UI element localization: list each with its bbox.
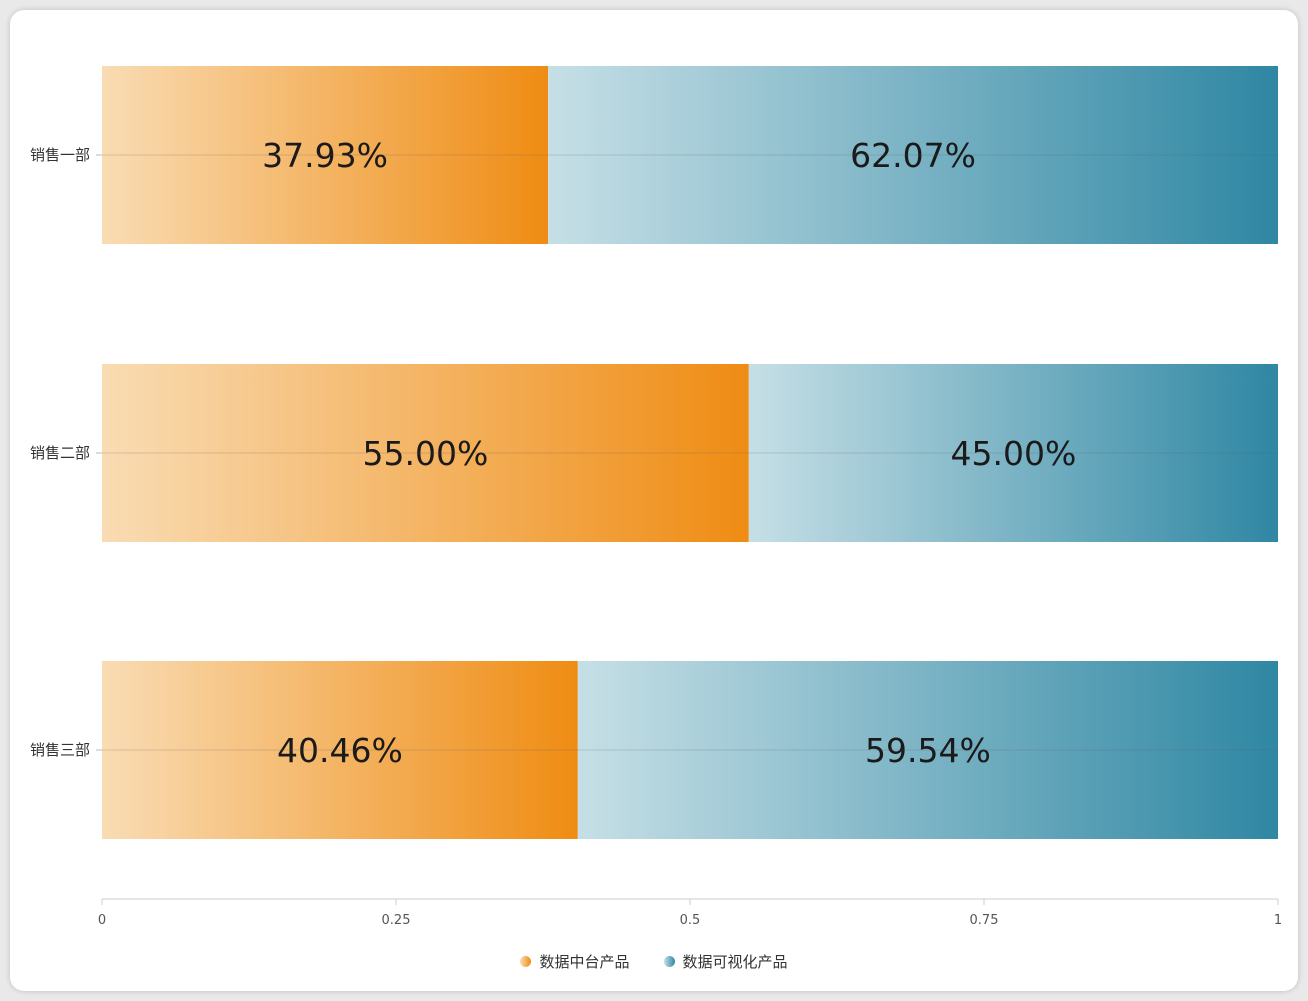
bar-1-2[interactable] <box>102 364 749 542</box>
data-label: 59.54% <box>865 731 991 770</box>
bar-2-2[interactable] <box>748 364 1278 542</box>
legend-item-series-1[interactable]: 数据中台产品 <box>520 951 630 972</box>
bar-1-3[interactable] <box>102 661 578 839</box>
chart-card: 37.93% 62.07% 55.00% 45.00% 40.46% 59.54% 0 0.… <box>10 10 1298 991</box>
category-label: 销售三部 <box>30 741 90 759</box>
legend-label: 数据可视化产品 <box>682 953 788 971</box>
legend-label: 数据中台产品 <box>539 953 630 971</box>
x-tick-label: 0.5 <box>680 913 701 928</box>
data-label: 55.00% <box>362 434 488 473</box>
category-label: 销售二部 <box>30 444 90 462</box>
bar-2-1[interactable] <box>548 66 1278 244</box>
x-tick-label: 1 <box>1274 913 1282 928</box>
stacked-bar-chart: 37.93% 62.07% 55.00% 45.00% 40.46% 59.54% 0 0.… <box>30 66 1282 928</box>
data-label: 45.00% <box>950 434 1076 473</box>
x-tick-label: 0.75 <box>970 913 999 928</box>
x-tick-label: 0 <box>98 913 106 928</box>
data-label: 37.93% <box>262 136 388 175</box>
data-label: 62.07% <box>850 136 976 175</box>
legend-item-series-2[interactable]: 数据可视化产品 <box>663 951 788 972</box>
legend-marker-icon <box>520 956 532 967</box>
bar-2-3[interactable] <box>577 661 1278 839</box>
legend-marker-icon <box>663 956 675 967</box>
x-tick-label: 0.25 <box>382 913 411 928</box>
bars-layer: 37.93% 62.07% 55.00% 45.00% 40.46% 59.54% <box>102 66 1278 839</box>
category-label: 销售一部 <box>30 146 90 164</box>
x-axis: 0 0.25 0.5 0.75 1 <box>98 898 1282 928</box>
data-label: 40.46% <box>277 731 403 770</box>
legend: 数据中台产品 数据可视化产品 <box>10 951 1298 972</box>
bar-1-1[interactable] <box>102 66 549 244</box>
